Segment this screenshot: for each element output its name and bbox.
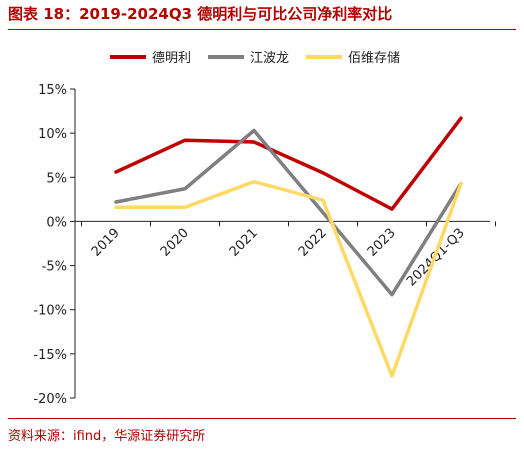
x-tick-label: 2021 xyxy=(227,226,261,260)
source-note: 资料来源：ifind，华源证券研究所 xyxy=(8,429,206,444)
legend-label: 江波龙 xyxy=(250,51,289,66)
y-axis-ticks: 15% 10% 5% 0% -5% -10% -15% -20% xyxy=(33,83,75,407)
y-tick-label: -20% xyxy=(33,392,67,407)
series-line xyxy=(114,116,463,211)
y-tick-label: 10% xyxy=(38,127,67,142)
y-tick-label: -5% xyxy=(42,260,67,275)
y-tick-label: -15% xyxy=(33,348,67,363)
x-tick-label: 2023 xyxy=(365,226,399,260)
x-tick-label: 2020 xyxy=(158,226,192,260)
series-line xyxy=(114,179,463,378)
x-tick-label: 2022 xyxy=(296,226,330,260)
line-chart: 德明利 江波龙 佰维存储 15% 10% 5% 0% -5% -10% -15% -20% 201… xyxy=(33,51,496,407)
y-tick-label: 15% xyxy=(38,83,67,98)
title-divider xyxy=(8,29,516,30)
series-lines xyxy=(114,116,463,378)
series-line xyxy=(114,128,463,297)
x-axis-labels: 2019 2020 2021 2022 2023 2024Q1-Q3 xyxy=(89,226,468,290)
footer-divider xyxy=(8,418,516,419)
chart-legend: 德明利 江波龙 佰维存储 xyxy=(110,51,400,66)
y-tick-label: 0% xyxy=(46,215,67,230)
legend-label: 佰维存储 xyxy=(348,51,400,66)
chart-axes xyxy=(74,89,496,398)
y-tick-label: -10% xyxy=(33,304,67,319)
x-tick-label: 2019 xyxy=(89,226,123,260)
legend-label: 德明利 xyxy=(152,51,191,66)
y-tick-label: 5% xyxy=(46,171,67,186)
chart-title: 图表 18：2019-2024Q3 德明利与可比公司净利率对比 xyxy=(8,5,393,23)
